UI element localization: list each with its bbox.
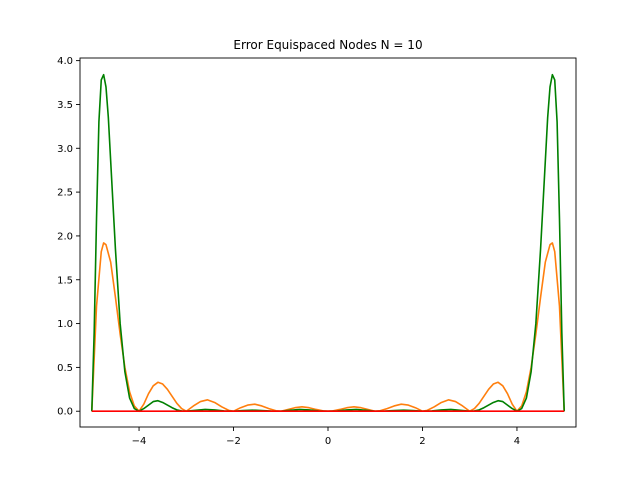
x-tick-label: −4 [132,436,147,447]
y-tick-label: 3.5 [57,100,73,111]
y-tick-label: 2.5 [57,188,73,199]
plot-area: −4 −2 0 2 4 0.0 0.5 1.0 1.5 2.0 2.5 3.0 3.5 4.0 [57,56,577,447]
y-tick-label: 2.0 [57,231,73,242]
y-tick-label: 1.5 [57,275,73,286]
y-tick-label: 4.0 [57,56,73,67]
x-tick-label: 4 [514,436,520,447]
x-tick-label: −2 [226,436,241,447]
y-tick-label: 0.0 [57,407,73,418]
x-tick-label: 2 [419,436,425,447]
x-tick-label: 0 [325,436,331,447]
y-tick-label: 3.0 [57,144,73,155]
chart-title: Error Equispaced Nodes N = 10 [233,38,422,52]
y-tick-label: 0.5 [57,363,73,374]
y-tick-label: 1.0 [57,319,73,330]
